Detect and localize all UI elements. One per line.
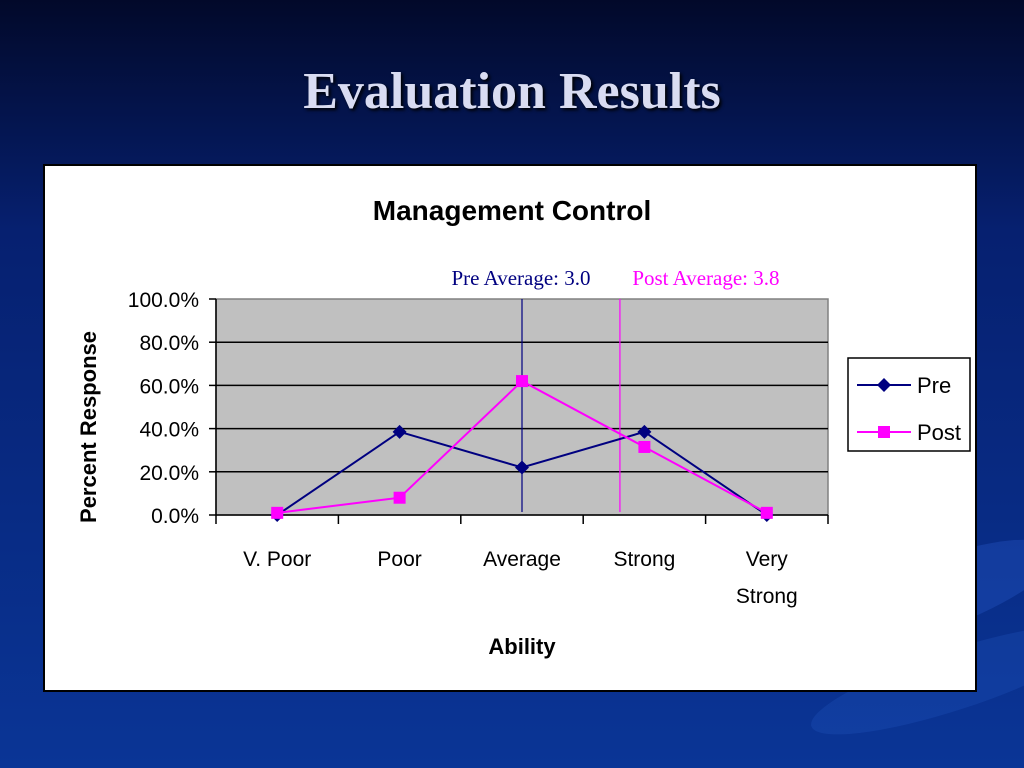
legend-box [847, 357, 971, 452]
y-tick-label: 80.0% [139, 332, 199, 355]
data-point-pre [392, 424, 407, 439]
x-tick-label: Average [483, 548, 561, 571]
y-tick-label: 60.0% [139, 375, 199, 398]
data-point-post [638, 440, 651, 453]
chart-title: Management Control [373, 195, 651, 226]
y-tick-label: 0.0% [151, 505, 199, 528]
x-tick-label: V. Poor [243, 548, 311, 571]
y-tick-label: 100.0% [128, 289, 199, 312]
y-tick-label: 40.0% [139, 419, 199, 442]
x-tick-label: Strong [613, 548, 675, 571]
slide-title: Evaluation Results [303, 63, 721, 120]
data-point-pre [637, 424, 652, 439]
x-tick-label: Strong [736, 585, 798, 608]
chart-legend: Pre Post [847, 357, 971, 452]
line-chart: Management Control 0.0% 20.0% 40.0% 60.0% 80… [76, 195, 971, 659]
legend-label-post: Post [917, 420, 961, 445]
x-tick-label: Poor [377, 548, 421, 571]
x-tick-label: Very [746, 548, 789, 571]
chart-panel: Management Control 0.0% 20.0% 40.0% 60.0% 80… [43, 164, 977, 692]
data-point-post [393, 491, 406, 504]
y-axis-title: Percent Response [76, 331, 101, 523]
y-tick-label: 20.0% [139, 462, 199, 485]
data-point-post [516, 375, 528, 388]
average-annotation-post: Post Average: 3.8 [632, 266, 779, 290]
data-point-post [760, 506, 773, 519]
data-point-post [271, 506, 284, 519]
legend-marker-post [878, 426, 890, 438]
legend-marker-pre [877, 378, 891, 392]
legend-label-pre: Pre [917, 373, 951, 398]
average-annotation-pre: Pre Average: 3.0 [452, 266, 591, 290]
data-point-pre [515, 460, 529, 475]
x-axis-title: Ability [488, 634, 556, 659]
